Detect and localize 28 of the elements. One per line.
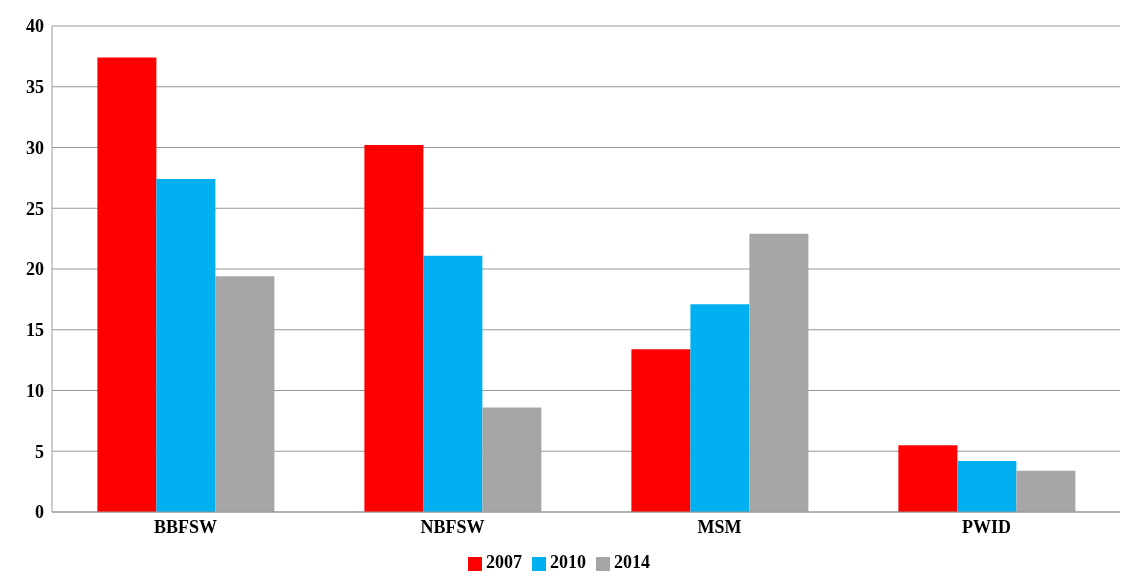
- x-tick-label: NBFSW: [420, 516, 485, 537]
- legend-label: 2007: [486, 552, 522, 572]
- y-tick-label: 25: [26, 198, 44, 219]
- y-tick-label: 5: [35, 441, 44, 462]
- y-tick-label: 20: [26, 259, 44, 280]
- bar: [482, 407, 542, 512]
- bar: [97, 57, 157, 512]
- bar: [898, 445, 958, 512]
- bar: [957, 460, 1017, 512]
- y-tick-label: 10: [26, 380, 44, 401]
- bar: [749, 233, 809, 512]
- y-tick-label: 15: [26, 320, 44, 341]
- legend-label: 2010: [550, 552, 586, 572]
- y-tick-label: 30: [26, 137, 44, 158]
- bar: [423, 255, 483, 512]
- x-tick-label: BBFSW: [153, 516, 218, 537]
- x-tick-label: MSM: [697, 516, 742, 537]
- bar: [156, 179, 216, 512]
- bar: [690, 304, 750, 512]
- bar: [1016, 470, 1076, 512]
- y-tick-label: 0: [35, 502, 44, 523]
- bar: [364, 145, 424, 512]
- bar: [631, 349, 691, 512]
- y-tick-label: 35: [26, 77, 44, 98]
- y-tick-label: 40: [26, 16, 44, 37]
- bar: [215, 276, 275, 512]
- x-tick-label: PWID: [962, 516, 1011, 537]
- legend-label: 2014: [614, 552, 650, 572]
